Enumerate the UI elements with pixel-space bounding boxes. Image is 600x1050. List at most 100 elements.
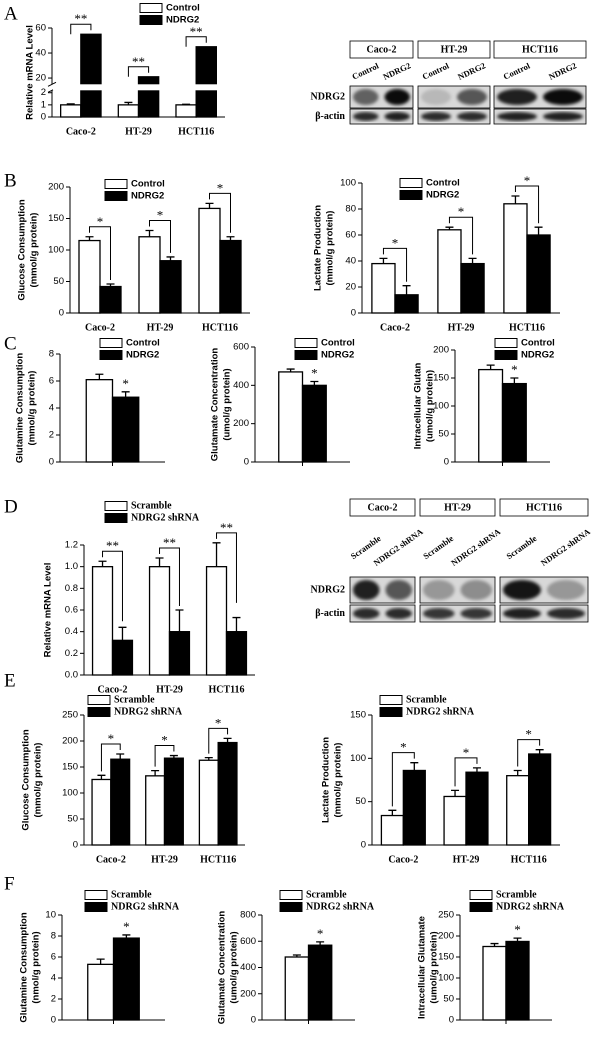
error-bar <box>205 202 214 209</box>
error-bar <box>145 229 154 237</box>
error-bar <box>95 373 104 380</box>
y-tick-label: 1.0 <box>65 561 78 572</box>
error-bar <box>226 236 235 241</box>
legend-swatch <box>399 178 423 188</box>
legend-swatch <box>104 513 128 523</box>
significance-label: ** <box>132 54 145 69</box>
y-tick-label: 600 <box>240 936 256 947</box>
x-tick-label: Caco-2 <box>388 854 418 865</box>
bar <box>112 937 140 1021</box>
significance-bracket <box>448 216 474 255</box>
legend-swatch <box>379 695 403 705</box>
blot-band <box>421 112 451 121</box>
y-tick-label: 20 <box>345 282 356 293</box>
y-tick-label: 100 <box>340 178 356 189</box>
error-bar <box>97 774 106 780</box>
legend-label: Scramble <box>131 500 172 511</box>
x-tick-label: Caco-2 <box>380 322 410 333</box>
significance-label: ** <box>220 520 233 535</box>
y-tick-label: 8 <box>49 349 54 360</box>
y-tick-label: 0 <box>51 1015 56 1026</box>
y-tick-label: 250 <box>438 910 454 921</box>
significance-bracket <box>517 739 541 767</box>
y-axis-label: (umol/g protein) <box>429 931 440 1003</box>
error-bar <box>402 285 411 295</box>
error-bar <box>511 195 520 204</box>
legend-label: NDRG2 shRNA <box>111 901 180 912</box>
blot-header <box>499 498 589 517</box>
bar <box>278 371 304 463</box>
significance-label: * <box>217 180 224 195</box>
y-tick-label: 0 <box>449 1015 454 1026</box>
y-tick-label: 100 <box>438 973 454 984</box>
error-bar <box>118 626 127 641</box>
y-tick-label: 150 <box>438 952 454 963</box>
y-axis-label: (mmol/g protein) <box>27 371 38 446</box>
bar <box>91 566 114 676</box>
bar <box>478 368 504 463</box>
bar <box>163 757 184 846</box>
y-tick-label: 0 <box>49 457 54 468</box>
significance-bracket <box>100 743 121 772</box>
blot-group-label: HT-29 <box>441 44 468 55</box>
significance-bracket <box>149 219 171 253</box>
bar <box>505 940 530 1021</box>
significance-label: * <box>525 727 532 742</box>
legend-label: Scramble <box>114 694 155 705</box>
y-tick-label: 200 <box>62 736 78 747</box>
blot-lane-label: Control <box>350 60 380 81</box>
x-tick-label: HT-29 <box>448 322 475 333</box>
significance-label: * <box>123 919 130 934</box>
blot-lane-label: NDRG2 shRNA <box>539 526 593 568</box>
bar <box>198 207 221 314</box>
legend-swatch <box>139 3 163 13</box>
legend-label: Scramble <box>111 889 152 900</box>
bar <box>159 260 182 314</box>
legend-label: NDRG2 <box>131 191 164 202</box>
legend-swatch <box>99 338 123 348</box>
blot-header <box>349 40 414 59</box>
blot-band <box>457 112 487 121</box>
bar <box>284 956 310 1021</box>
error-bar <box>175 609 184 632</box>
blot-row-label: β-actin <box>315 608 345 619</box>
error-bar <box>535 749 544 754</box>
blot-band <box>497 89 537 105</box>
y-tick-label: 150 <box>350 710 366 721</box>
bar <box>503 203 528 314</box>
error-bar <box>98 560 107 567</box>
error-bar <box>122 934 131 939</box>
legend-label: NDRG2 <box>166 15 199 26</box>
y-tick-label: 0 <box>361 840 366 851</box>
bar <box>465 771 489 846</box>
y-axis-label: Glutamate Concentration <box>217 911 228 1025</box>
bar <box>138 236 161 314</box>
y-tick-label: 50 <box>438 429 449 440</box>
y-tick-label: 0.6 <box>65 605 78 616</box>
legend-label: Control <box>131 179 165 190</box>
blot-band <box>503 580 541 600</box>
blot-band <box>353 112 379 121</box>
y-tick-label: 0 <box>244 457 249 468</box>
bar <box>99 285 122 314</box>
bar <box>205 566 228 676</box>
blot-lane-label: NDRG2 <box>456 60 487 81</box>
bar <box>219 239 242 314</box>
x-tick-label: HCT116 <box>511 854 547 865</box>
y-tick-label: 400 <box>240 962 256 973</box>
y-axis-label: (umol/g protein) <box>425 370 436 442</box>
y-tick-label: 200 <box>438 931 454 942</box>
legend-swatch <box>469 890 493 900</box>
significance-bracket <box>454 757 478 787</box>
bar <box>307 944 333 1021</box>
bar <box>195 46 218 118</box>
error-bar <box>124 101 133 105</box>
legend-swatch <box>104 501 128 511</box>
panel-letter: F <box>4 873 15 894</box>
panel-letter: B <box>4 170 17 191</box>
error-bar <box>204 756 213 761</box>
bar <box>217 741 238 846</box>
error-bar <box>388 809 397 816</box>
blot-lane-label: NDRG2 <box>547 60 578 81</box>
